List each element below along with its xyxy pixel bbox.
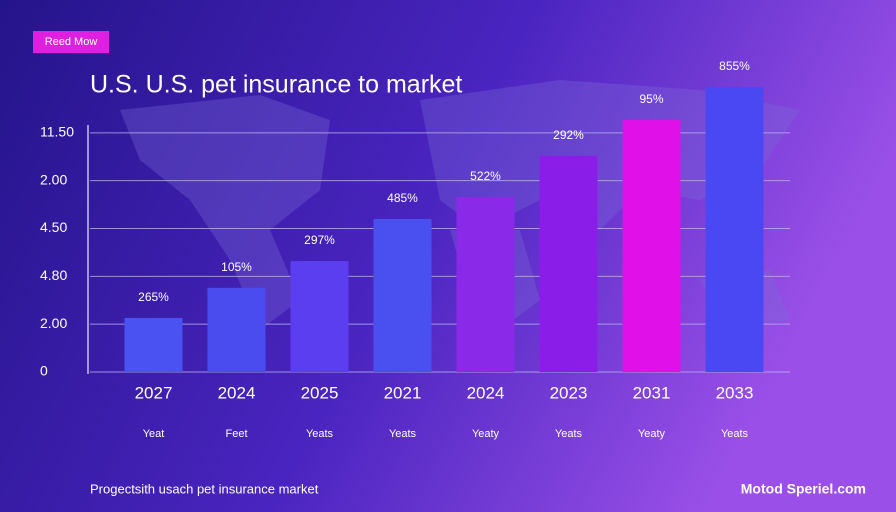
y-tick-label: 2.00: [40, 171, 67, 187]
value-label: 485%: [387, 191, 418, 205]
x-sublabel: Yeats: [721, 428, 749, 440]
x-tick-label: 2031: [633, 383, 671, 402]
bar: [290, 261, 349, 372]
value-label: 95%: [639, 92, 663, 106]
chart-title: U.S. U.S. pet insurance to market: [90, 71, 462, 99]
value-label: 265%: [138, 290, 169, 304]
badge-text: Reed Mow: [45, 36, 98, 48]
value-label: 522%: [470, 169, 501, 183]
bar: [705, 86, 764, 372]
y-tick-label: 4.50: [40, 219, 67, 235]
bar: [373, 218, 432, 372]
y-tick-label: 2.00: [40, 315, 67, 331]
x-sublabel: Yeats: [306, 428, 334, 440]
bar: [207, 287, 266, 372]
x-sublabel: Yeaty: [638, 428, 666, 440]
x-tick-label: 2024: [467, 383, 505, 402]
footer-left: Progectsith usach pet insurance market: [90, 481, 319, 496]
bar: [456, 196, 515, 372]
x-tick-label: 2023: [550, 383, 588, 402]
y-tick-label: 0: [40, 363, 48, 379]
x-sublabel: Feet: [225, 428, 247, 440]
footer-right: Motod Speriel.com: [741, 481, 866, 497]
bar: [539, 155, 598, 372]
y-tick-label: 4.80: [40, 267, 67, 283]
y-tick-label: 11.50: [40, 124, 74, 140]
x-tick-label: 2027: [135, 383, 173, 402]
value-label: 105%: [221, 260, 252, 274]
x-sublabel: Yeaty: [472, 428, 500, 440]
bar: [124, 317, 183, 372]
bar: [622, 119, 681, 372]
x-tick-label: 2021: [384, 383, 422, 402]
x-tick-label: 2033: [716, 383, 754, 402]
value-label: 292%: [553, 128, 584, 142]
x-tick-label: 2025: [301, 383, 339, 402]
badge: [33, 31, 109, 53]
x-tick-label: 2024: [218, 383, 256, 402]
value-label: 297%: [304, 233, 335, 247]
world-map: [120, 80, 800, 330]
x-sublabel: Yeat: [143, 428, 165, 440]
x-sublabel: Yeats: [555, 428, 583, 440]
value-label: 855%: [719, 59, 750, 73]
x-sublabel: Yeats: [389, 428, 417, 440]
